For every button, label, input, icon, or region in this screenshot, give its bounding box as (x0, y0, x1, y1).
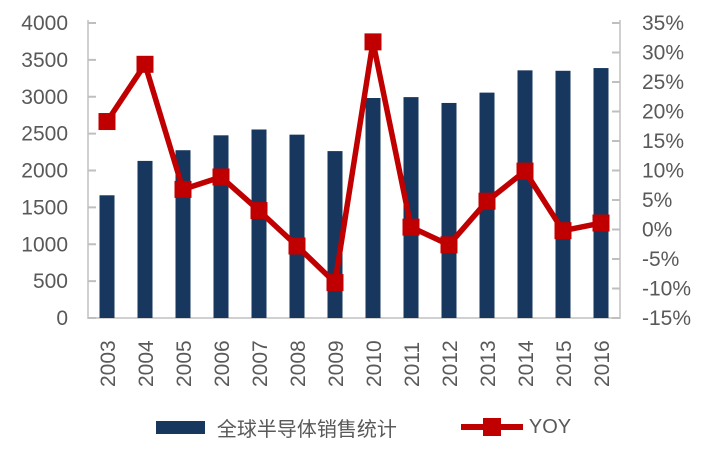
bar-2010 (365, 98, 381, 318)
yoy-marker-2007 (250, 202, 268, 220)
x-axis-label-2009: 2009 (325, 340, 348, 387)
left-axis-tick-label: 1500 (21, 196, 68, 219)
bar-2007 (251, 129, 267, 318)
yoy-marker-2012 (440, 236, 458, 254)
legend-bar-label: 全球半导体销售统计 (216, 418, 397, 441)
x-axis-label-2007: 2007 (249, 340, 272, 387)
left-axis-tick-label: 0 (56, 307, 68, 330)
right-axis-tick-label: 10% (642, 160, 684, 183)
x-axis-label-2008: 2008 (287, 340, 310, 387)
right-axis-tick-label: 25% (642, 71, 684, 94)
yoy-marker-2015 (554, 222, 572, 240)
left-axis-tick-label: 3500 (21, 49, 68, 72)
bar-2006 (213, 135, 229, 318)
left-axis-tick-label: 2500 (21, 123, 68, 146)
right-axis-tick-label: 0% (642, 219, 672, 242)
yoy-marker-2011 (402, 218, 420, 236)
bar-2014 (517, 70, 533, 318)
left-axis-tick-label: 4000 (21, 12, 68, 35)
x-axis-label-2006: 2006 (211, 340, 234, 387)
right-axis-tick-label: -10% (642, 278, 691, 301)
bar-2015 (555, 70, 571, 318)
x-axis-label-2016: 2016 (591, 340, 614, 387)
x-axis-label-2005: 2005 (173, 340, 196, 387)
x-axis-label-2003: 2003 (97, 340, 120, 387)
bar-2004 (137, 160, 153, 318)
right-axis-tick-label: 5% (642, 189, 672, 212)
yoy-marker-2010 (364, 33, 382, 51)
right-axis-tick-label: 30% (642, 42, 684, 65)
bar-2011 (403, 97, 419, 319)
left-axis-tick-label: 500 (33, 270, 68, 293)
yoy-marker-2006 (212, 168, 230, 186)
yoy-marker-2014 (516, 162, 534, 180)
right-axis-tick-label: 20% (642, 101, 684, 124)
right-axis-tick-label: 35% (642, 12, 684, 35)
legend-bar-swatch (155, 420, 205, 434)
x-axis-label-2015: 2015 (553, 340, 576, 387)
yoy-marker-2008 (288, 237, 306, 255)
right-axis-tick-label: -15% (642, 307, 691, 330)
left-axis-tick-label: 2000 (21, 160, 68, 183)
chart-legend: 全球半导体销售统计 YOY (0, 409, 727, 445)
yoy-marker-2013 (478, 192, 496, 210)
legend-yoy-marker-icon (482, 418, 501, 436)
bar-2016 (593, 68, 609, 318)
left-axis-tick-label: 3000 (21, 86, 68, 109)
x-axis-label-2013: 2013 (477, 340, 500, 387)
bar-2008 (289, 134, 305, 318)
x-axis-label-2011: 2011 (401, 342, 424, 387)
right-axis-tick-label: 15% (642, 130, 684, 153)
yoy-marker-2004 (136, 55, 154, 73)
left-axis-tick-label: 1000 (21, 233, 68, 256)
yoy-marker-2003 (98, 113, 116, 131)
x-axis-label-2012: 2012 (439, 340, 462, 387)
right-axis-tick-label: -5% (642, 248, 679, 271)
bar-2003 (99, 195, 115, 318)
x-axis-label-2010: 2010 (363, 340, 386, 387)
legend-yoy-label: YOY (528, 415, 572, 438)
yoy-marker-2009 (326, 274, 344, 292)
x-axis-label-2004: 2004 (135, 340, 158, 387)
legend-yoy-swatch (460, 418, 523, 436)
bar-2012 (441, 102, 457, 318)
yoy-marker-2016 (592, 214, 610, 232)
x-axis-label-2014: 2014 (515, 340, 538, 387)
yoy-marker-2005 (174, 180, 192, 198)
